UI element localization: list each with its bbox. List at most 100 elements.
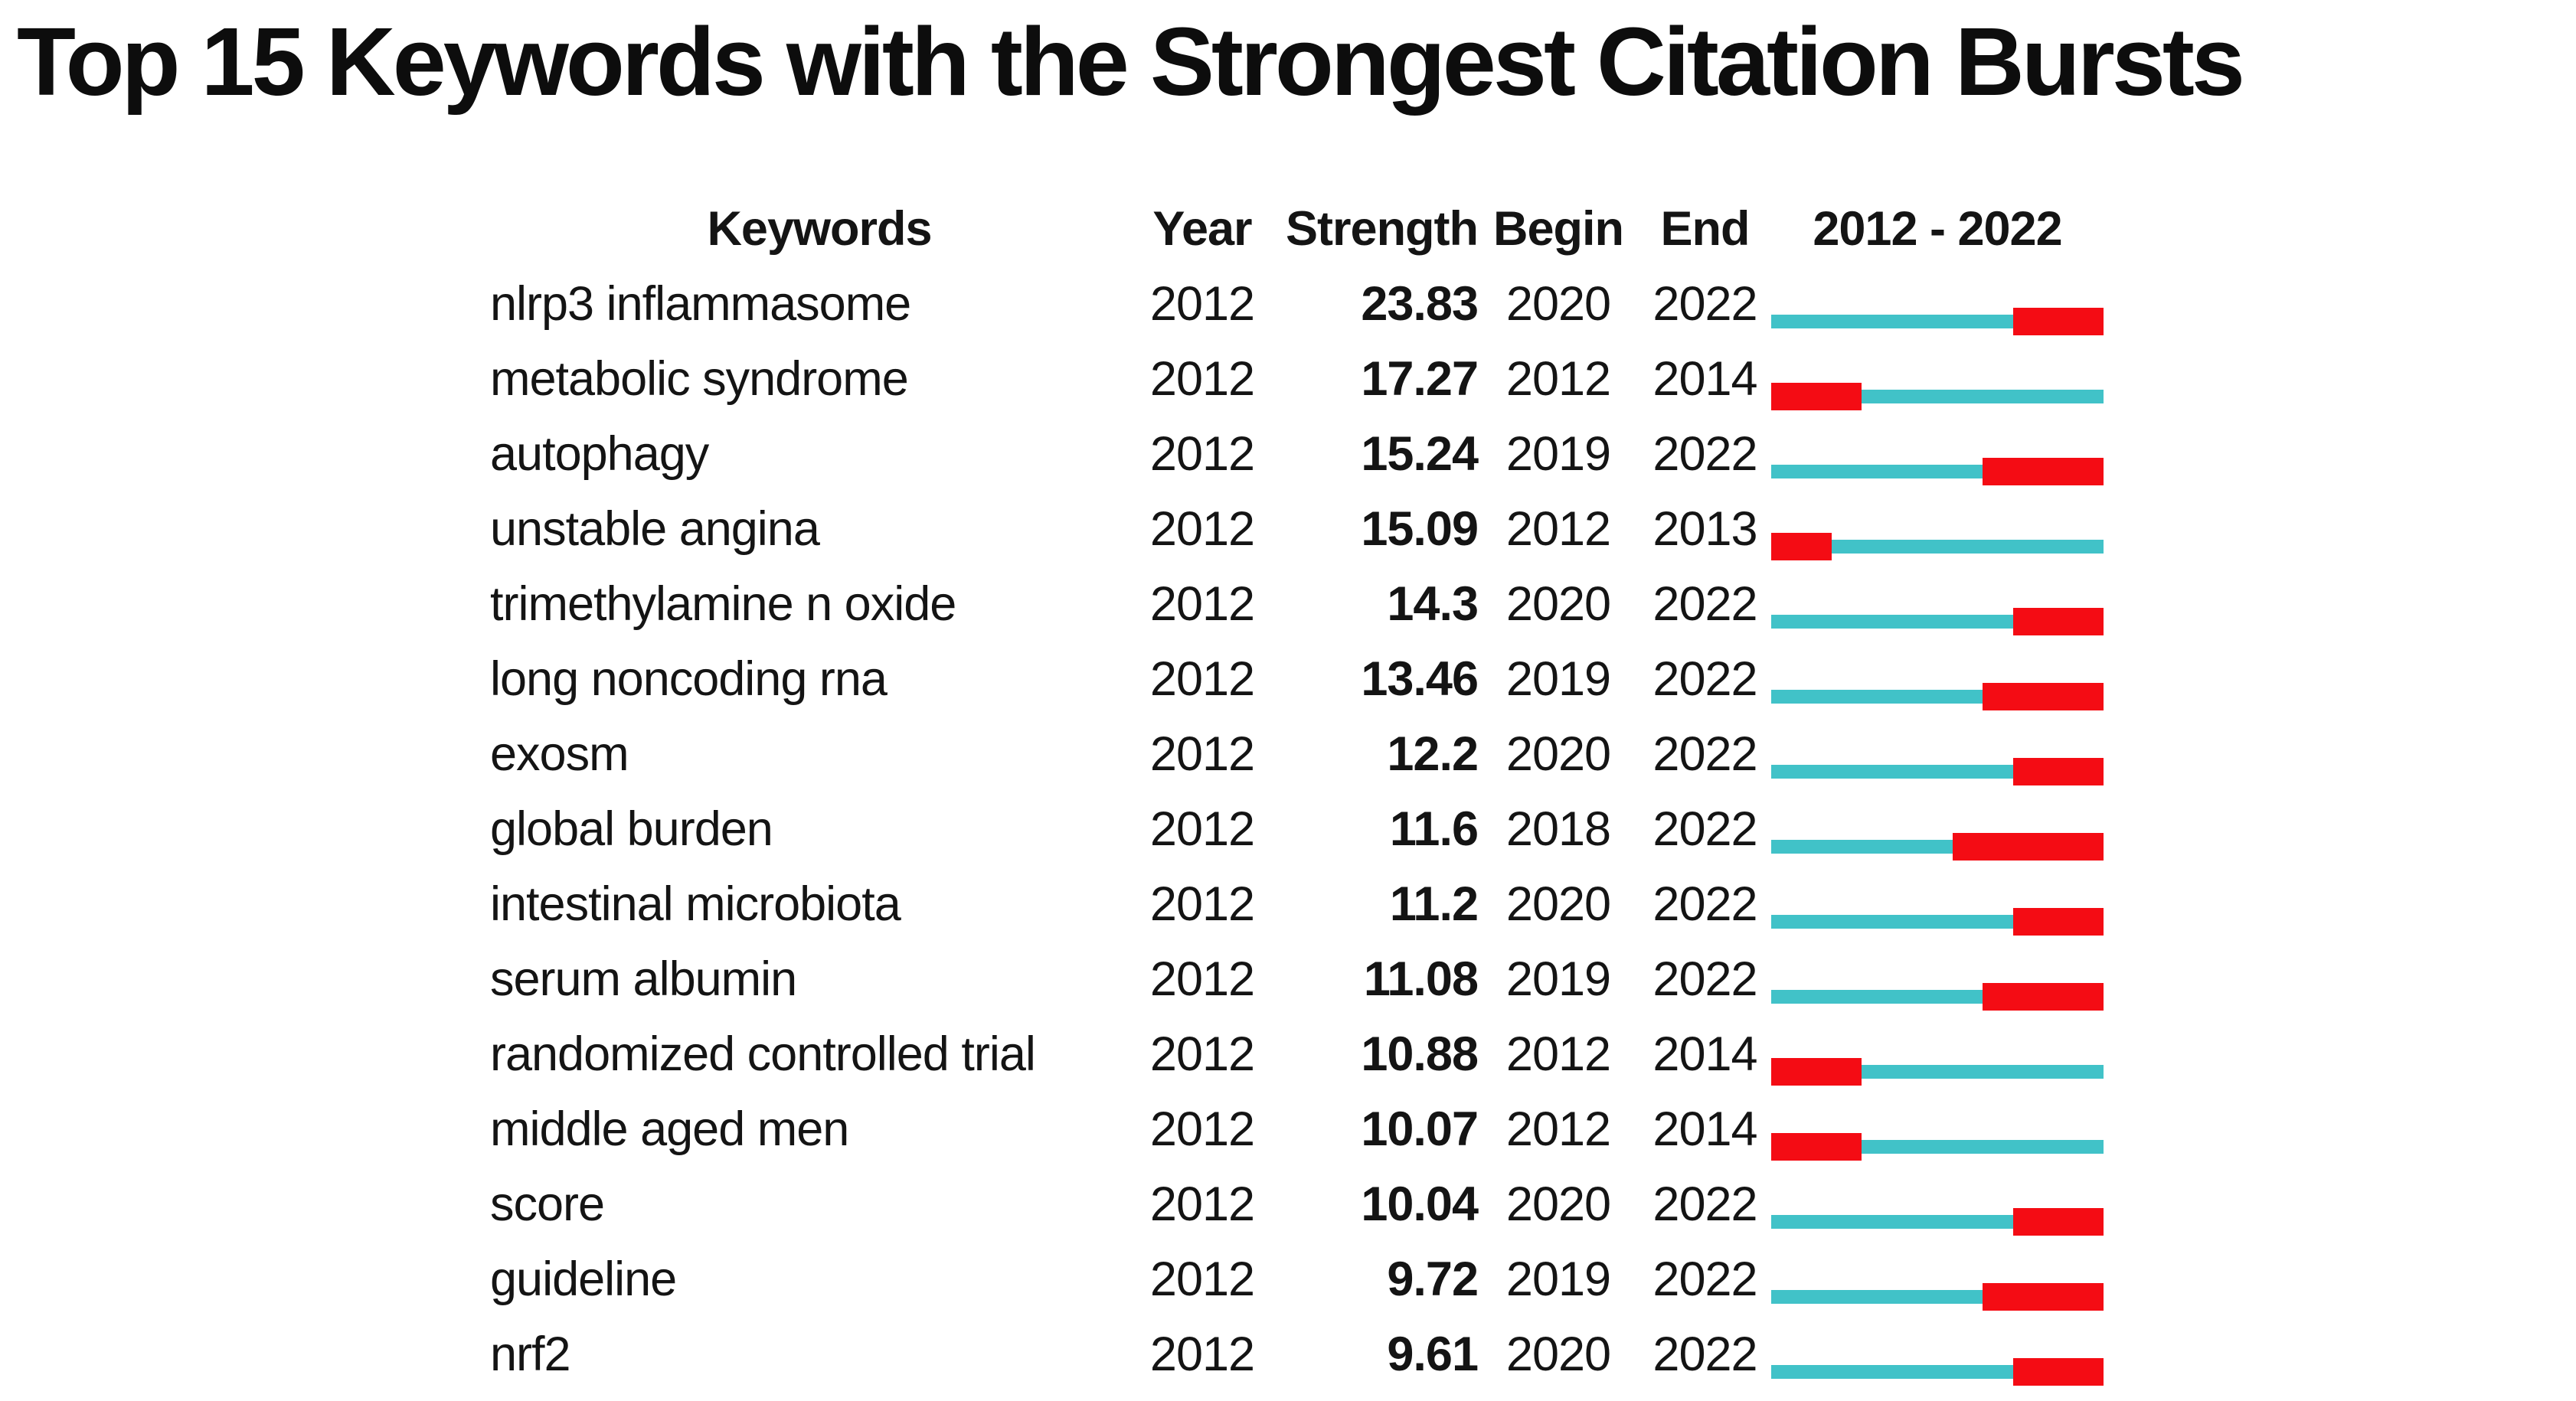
header-keywords: Keywords <box>707 201 932 256</box>
burst-timeline-bar <box>1771 1208 2104 1236</box>
burst-timeline-cell <box>1771 1017 2104 1092</box>
year-cell: 2012 <box>1149 1327 1255 1381</box>
burst-timeline-cell <box>1771 867 2104 942</box>
begin-cell: 2018 <box>1505 802 1611 856</box>
burst-timeline-bar <box>1771 383 2104 410</box>
keyword-cell: unstable angina <box>490 501 820 556</box>
header-end: End <box>1660 201 1751 256</box>
table-row: nlrp3 inflammasome 2012 23.83 2020 2022 <box>490 266 2104 341</box>
keyword-cell: randomized controlled trial <box>490 1027 1036 1081</box>
burst-timeline-bar <box>1771 308 2104 335</box>
burst-timeline-bar <box>1771 758 2104 785</box>
strength-cell: 10.04 <box>1361 1177 1479 1231</box>
year-cell: 2012 <box>1149 1177 1255 1231</box>
table-row: trimethylamine n oxide 2012 14.3 2020 20… <box>490 567 2104 642</box>
header-row: Keywords Year Strength Begin End 2012 - … <box>490 191 2104 266</box>
burst-timeline-bar <box>1771 1133 2104 1161</box>
burst-table: Keywords Year Strength Begin End 2012 - … <box>490 191 2104 1392</box>
strength-cell: 15.24 <box>1361 426 1479 481</box>
end-cell: 2014 <box>1652 1102 1757 1156</box>
burst-timeline-cell <box>1771 1242 2104 1317</box>
page-title: Top 15 Keywords with the Strongest Citat… <box>17 8 2245 116</box>
end-cell: 2022 <box>1652 276 1757 331</box>
strength-cell: 11.08 <box>1363 952 1479 1006</box>
keyword-cell: middle aged men <box>490 1102 849 1156</box>
table-row: nrf2 2012 9.61 2020 2022 <box>490 1317 2104 1392</box>
burst-timeline-bar <box>1771 683 2104 710</box>
burst-timeline-cell <box>1771 1167 2104 1242</box>
table-row: middle aged men 2012 10.07 2012 2014 <box>490 1092 2104 1167</box>
burst-segment <box>2012 908 2104 936</box>
burst-timeline-bar <box>1771 983 2104 1011</box>
table-row: unstable angina 2012 15.09 2012 2013 <box>490 491 2104 567</box>
burst-segment <box>1771 1133 1862 1161</box>
keyword-cell: global burden <box>490 802 773 856</box>
burst-segment <box>1983 458 2104 485</box>
header-year: Year <box>1152 201 1252 256</box>
year-cell: 2012 <box>1149 501 1255 556</box>
strength-cell: 10.88 <box>1361 1027 1479 1081</box>
burst-segment <box>1952 833 2104 861</box>
header-begin: Begin <box>1492 201 1624 256</box>
end-cell: 2022 <box>1652 877 1757 931</box>
table-row: intestinal microbiota 2012 11.2 2020 202… <box>490 867 2104 942</box>
year-cell: 2012 <box>1149 1027 1255 1081</box>
begin-cell: 2012 <box>1505 501 1611 556</box>
end-cell: 2022 <box>1652 1252 1757 1306</box>
year-cell: 2012 <box>1149 1252 1255 1306</box>
burst-timeline-bar <box>1771 533 2104 560</box>
burst-timeline-cell <box>1771 642 2104 717</box>
keyword-cell: metabolic syndrome <box>490 351 909 406</box>
burst-timeline-cell <box>1771 416 2104 491</box>
burst-timeline-bar <box>1771 1358 2104 1386</box>
burst-timeline-cell <box>1771 1317 2104 1392</box>
burst-segment <box>1983 983 2104 1011</box>
year-cell: 2012 <box>1149 652 1255 706</box>
end-cell: 2022 <box>1652 802 1757 856</box>
begin-cell: 2020 <box>1505 1327 1611 1381</box>
year-cell: 2012 <box>1149 802 1255 856</box>
year-cell: 2012 <box>1149 1102 1255 1156</box>
burst-timeline-bar <box>1771 608 2104 635</box>
table-row: long noncoding rna 2012 13.46 2019 2022 <box>490 642 2104 717</box>
burst-segment <box>1771 1058 1862 1086</box>
begin-cell: 2019 <box>1505 426 1611 481</box>
strength-cell: 9.72 <box>1387 1252 1479 1306</box>
year-cell: 2012 <box>1149 877 1255 931</box>
burst-segment <box>1983 1283 2104 1311</box>
year-cell: 2012 <box>1149 727 1255 781</box>
begin-cell: 2019 <box>1505 652 1611 706</box>
burst-segment <box>1771 383 1862 410</box>
end-cell: 2022 <box>1652 576 1757 631</box>
keyword-cell: nrf2 <box>490 1327 571 1381</box>
burst-segment <box>1771 533 1832 560</box>
strength-cell: 17.27 <box>1361 351 1479 406</box>
begin-cell: 2020 <box>1505 576 1611 631</box>
begin-cell: 2012 <box>1505 1102 1611 1156</box>
end-cell: 2022 <box>1652 727 1757 781</box>
keyword-cell: score <box>490 1177 605 1231</box>
burst-timeline-cell <box>1771 1092 2104 1167</box>
end-cell: 2022 <box>1652 426 1757 481</box>
burst-segment <box>2012 1208 2104 1236</box>
burst-timeline-cell <box>1771 717 2104 792</box>
burst-segment <box>2012 1358 2104 1386</box>
burst-segment <box>2012 758 2104 785</box>
table-row: serum albumin 2012 11.08 2019 2022 <box>490 942 2104 1017</box>
keyword-cell: nlrp3 inflammasome <box>490 276 911 331</box>
burst-timeline-bar <box>1771 1283 2104 1311</box>
strength-cell: 12.2 <box>1387 727 1479 781</box>
keyword-cell: guideline <box>490 1252 677 1306</box>
burst-timeline-cell <box>1771 266 2104 341</box>
begin-cell: 2012 <box>1505 1027 1611 1081</box>
keyword-cell: intestinal microbiota <box>490 877 901 931</box>
header-timeline: 2012 - 2022 <box>1813 201 2062 256</box>
begin-cell: 2020 <box>1505 1177 1611 1231</box>
burst-segment <box>1983 683 2104 710</box>
table-row: metabolic syndrome 2012 17.27 2012 2014 <box>490 341 2104 416</box>
burst-timeline-cell <box>1771 792 2104 867</box>
strength-cell: 23.83 <box>1361 276 1479 331</box>
end-cell: 2014 <box>1652 351 1757 406</box>
burst-timeline-bar <box>1771 908 2104 936</box>
